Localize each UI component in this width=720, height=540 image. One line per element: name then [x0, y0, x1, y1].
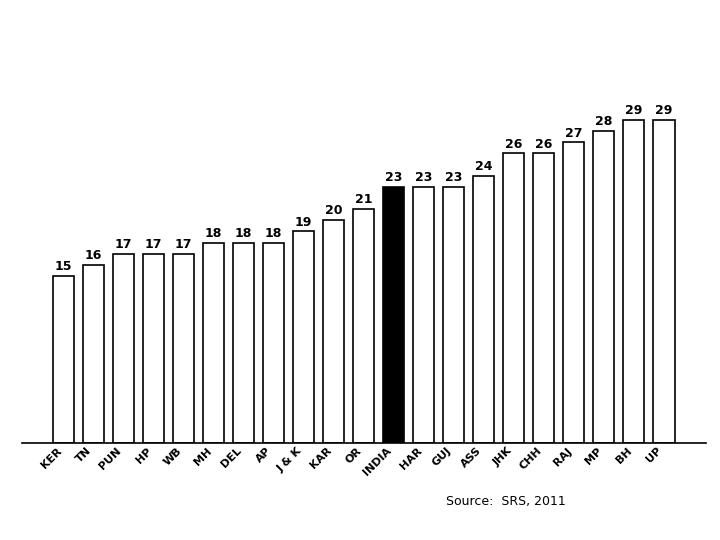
Text: 18: 18 — [205, 227, 222, 240]
Text: 24: 24 — [475, 160, 492, 173]
Bar — [653, 120, 675, 443]
Text: 17: 17 — [175, 238, 192, 251]
Bar — [623, 120, 644, 443]
Bar — [143, 254, 164, 443]
Bar — [83, 265, 104, 443]
Bar — [323, 220, 344, 443]
Bar — [173, 254, 194, 443]
Bar — [473, 176, 495, 443]
Text: Crude Birth Rate, 2009: Crude Birth Rate, 2009 — [166, 18, 561, 48]
Bar — [353, 209, 374, 443]
Text: 15: 15 — [55, 260, 72, 273]
Text: 27: 27 — [565, 126, 582, 139]
Text: Source:  SRS, 2011: Source: SRS, 2011 — [446, 495, 566, 508]
Text: 23: 23 — [415, 171, 432, 184]
Bar — [563, 143, 585, 443]
Text: 18: 18 — [265, 227, 282, 240]
Bar — [53, 276, 74, 443]
Bar — [263, 242, 284, 443]
Bar — [593, 131, 614, 443]
Text: 20: 20 — [325, 205, 342, 218]
Bar — [383, 187, 405, 443]
Text: 29: 29 — [655, 104, 672, 117]
Text: 26: 26 — [505, 138, 522, 151]
Text: 23: 23 — [445, 171, 462, 184]
Text: 16: 16 — [85, 249, 102, 262]
Bar — [533, 153, 554, 443]
Bar — [203, 242, 225, 443]
Bar — [293, 231, 315, 443]
Text: 29: 29 — [625, 104, 642, 117]
Text: 21: 21 — [355, 193, 372, 206]
Text: 26: 26 — [535, 138, 552, 151]
Bar — [233, 242, 254, 443]
Text: 17: 17 — [145, 238, 162, 251]
Text: 28: 28 — [595, 116, 613, 129]
Bar — [443, 187, 464, 443]
Bar — [113, 254, 135, 443]
Text: 23: 23 — [385, 171, 402, 184]
Bar — [503, 153, 524, 443]
Text: 17: 17 — [114, 238, 132, 251]
Text: 18: 18 — [235, 227, 252, 240]
Bar — [413, 187, 434, 443]
Text: 19: 19 — [295, 215, 312, 228]
